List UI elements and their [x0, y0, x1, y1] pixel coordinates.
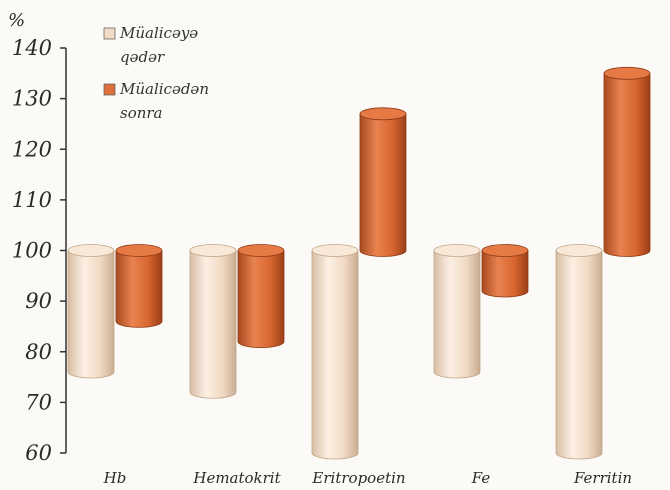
- y-tick-label: 100: [12, 239, 52, 263]
- bar-müalicədən-sonra-hematokrit: [237, 244, 285, 349]
- y-tick-label: 80: [25, 340, 52, 364]
- category-label: Eritropoetin: [311, 469, 405, 487]
- bar-body: [189, 250, 237, 399]
- legend-label: sonra: [120, 104, 163, 122]
- category-label: Hb: [103, 469, 127, 487]
- y-tick-label: 130: [12, 87, 52, 111]
- y-axis: % 60 70 80 90 100 110 120 130 140: [8, 10, 67, 465]
- bar-body: [115, 250, 163, 328]
- bar-müalicədən-sonra-fe: [481, 244, 529, 298]
- legend-label: Müalicəyə: [119, 24, 198, 42]
- y-tick-label: 120: [12, 137, 52, 161]
- y-tick-label: 60: [25, 441, 52, 465]
- bar-müalicədən-sonra-hb: [115, 244, 163, 328]
- bar-cap: [189, 244, 237, 257]
- y-tick-label: 70: [25, 390, 52, 414]
- category-label: Ferritin: [573, 469, 632, 487]
- y-tick-label: 110: [12, 188, 52, 212]
- bar-body: [555, 250, 603, 460]
- category-label: Hematokrit: [192, 469, 281, 487]
- bar-body: [359, 113, 407, 257]
- bar-cap: [67, 244, 115, 257]
- bar-müalicədən-sonra-ferritin: [603, 66, 651, 257]
- bar-cap: [433, 244, 481, 257]
- bar-body: [433, 250, 481, 379]
- category-label: Fe: [471, 469, 491, 487]
- bar-cap: [115, 244, 163, 257]
- legend-label: Müalicədən: [119, 80, 209, 98]
- bar-body: [311, 250, 359, 460]
- bar-müalicəyə-qədər-eritropoetin: [311, 244, 359, 460]
- bar-body: [481, 250, 529, 298]
- bar-body: [603, 72, 651, 257]
- legend-swatch: [103, 83, 116, 96]
- y-unit-label: %: [8, 10, 25, 31]
- y-tick-label: 90: [25, 289, 52, 313]
- category-labels: Hb Hematokrit Eritropoetin Fe Ferritin: [103, 469, 632, 487]
- bar-cap: [237, 244, 285, 257]
- bar-müalicədən-sonra-eritropoetin: [359, 107, 407, 257]
- bars: [67, 66, 651, 460]
- bar-müalicəyə-qədər-ferritin: [555, 244, 603, 460]
- bar-cap: [481, 244, 529, 257]
- legend: Müalicəyə qədər Müalicədən sonra: [103, 24, 209, 122]
- bar-cap: [311, 244, 359, 257]
- bar-müalicəyə-qədər-fe: [433, 244, 481, 379]
- bar-body: [237, 250, 285, 349]
- bar-cap: [555, 244, 603, 257]
- legend-label: qədər: [120, 48, 165, 66]
- y-tick-label: 140: [12, 36, 52, 60]
- bar-müalicəyə-qədər-hematokrit: [189, 244, 237, 399]
- bar-cap: [359, 107, 407, 121]
- bar-body: [67, 250, 115, 379]
- bar-müalicəyə-qədər-hb: [67, 244, 115, 379]
- bar-cap: [603, 66, 651, 80]
- legend-swatch: [103, 27, 116, 40]
